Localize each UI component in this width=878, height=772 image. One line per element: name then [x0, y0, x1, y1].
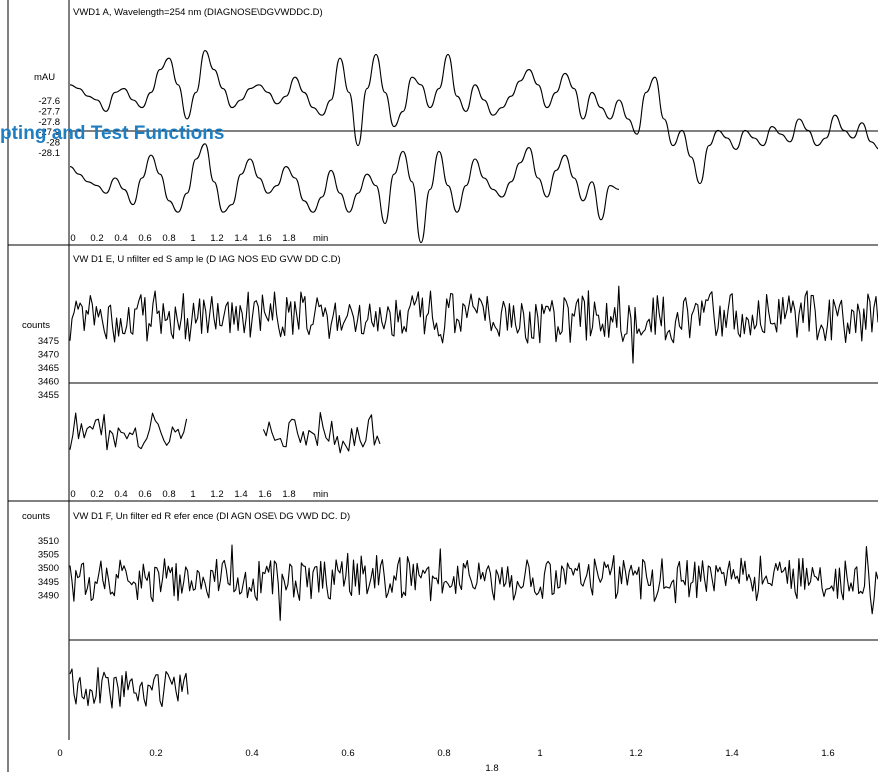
- panel3-xtick-8: 1.6: [821, 748, 834, 759]
- panel2-xtick-8: 1.6: [258, 489, 271, 500]
- panel3-xtick-6: 1.2: [629, 748, 642, 759]
- panel1-xtick-4: 0.8: [162, 233, 175, 244]
- panel1-xtick-8: 1.6: [258, 233, 271, 244]
- panel2-ytick-1: 3470: [38, 350, 59, 361]
- panel3-ytick-0: 3510: [38, 536, 59, 547]
- panel1-xtick-2: 0.4: [114, 233, 127, 244]
- panel1-title: VWD1 A, Wavelength=254 nm (DIAGNOSE\DGVW…: [73, 7, 323, 18]
- panel1-xlabel: min: [313, 233, 328, 244]
- panel2-xtick-5: 1: [190, 489, 195, 500]
- panel3-ytick-1: 3505: [38, 550, 59, 561]
- panel1-xtick-labels: 0 0.2 0.4 0.6 0.8 1 1.2 1.4 1.6 1.8: [70, 233, 295, 244]
- panel2-ytick-4: 3455: [38, 390, 59, 401]
- panel2-xtick-1: 0.2: [90, 489, 103, 500]
- panel3-ytick-labels: 3510 3505 3500 3495 3490: [38, 536, 59, 601]
- panel2-xtick-6: 1.2: [210, 489, 223, 500]
- panel3-xtick-5: 1: [537, 748, 542, 759]
- panel3-ytick-2: 3500: [38, 563, 59, 574]
- section-heading: pting and Test Functions: [0, 123, 224, 144]
- panel3-title: VW D1 F, Un filter ed R efer ence (DI AG…: [73, 511, 350, 522]
- panel3-xtick-labels: 0 0.2 0.4 0.6 0.8 1 1.2 1.4 1.6: [57, 748, 834, 759]
- panel1-ytick-1: -27.7: [38, 106, 60, 117]
- panel1-ytick-2: -27.8: [38, 117, 60, 128]
- panel1-xtick-6: 1.2: [210, 233, 223, 244]
- panel2-ytick-3: 3460: [38, 377, 59, 388]
- panel3-ylabel: counts: [22, 511, 50, 522]
- panel2-ytick-2: 3465: [38, 363, 59, 374]
- panel2-title: VW D1 E, U nfilter ed S amp le (D IAG NO…: [73, 254, 341, 265]
- panel3-xtick-3: 0.6: [341, 748, 354, 759]
- panel3-trace-upper: [69, 544, 878, 621]
- panel1-ytick-4: -28: [46, 138, 60, 149]
- panel3-ytick-4: 3490: [38, 590, 59, 601]
- panel1-xtick-0: 0: [70, 233, 75, 244]
- panel1-xtick-5: 1: [190, 233, 195, 244]
- panel1-xtick-7: 1.4: [234, 233, 247, 244]
- panel3-xtick-4: 0.8: [437, 748, 450, 759]
- panel1-trace-upper: [69, 50, 878, 185]
- panel2-xtick-labels: 0 0.2 0.4 0.6 0.8 1 1.2 1.4 1.6 1.8: [70, 489, 295, 500]
- panel1-trace-lower: [69, 143, 620, 244]
- panel1-ytick-3: -27.9: [38, 127, 60, 138]
- panel3-xtick-7: 1.4: [725, 748, 738, 759]
- panel2-trace-upper: [69, 285, 878, 364]
- panel2-xtick-7: 1.4: [234, 489, 247, 500]
- panel3-xtick-0: 0: [57, 748, 62, 759]
- panel3-extra-tick: 1.8: [485, 763, 498, 772]
- panel3-xtick-1: 0.2: [149, 748, 162, 759]
- panel1-ytick-labels: -27.6-27.7-27.8-27.9-28-28.1: [38, 96, 60, 159]
- panel3-trace-lower: [69, 667, 189, 709]
- panel2-xtick-0: 0: [70, 489, 75, 500]
- panel1-xtick-1: 0.2: [90, 233, 103, 244]
- panel2-xlabel: min: [313, 489, 328, 500]
- panel3-ytick-3: 3495: [38, 577, 59, 588]
- panel2-ytick-0: 3475: [38, 336, 59, 347]
- panel2-ylabel: counts: [22, 320, 50, 331]
- panel2-trace-lower: [69, 412, 381, 454]
- panel1-ylabel: mAU: [34, 72, 55, 83]
- panel1-ytick-0: -27.6: [38, 96, 60, 107]
- panel3-xtick-2: 0.4: [245, 748, 258, 759]
- panel2-xtick-4: 0.8: [162, 489, 175, 500]
- panel2-xtick-3: 0.6: [138, 489, 151, 500]
- panel2-xtick-9: 1.8: [282, 489, 295, 500]
- panel2-xtick-2: 0.4: [114, 489, 127, 500]
- panel2-ytick-labels: 3475 3470 3465 3460 3455: [38, 336, 59, 401]
- panel1-xtick-3: 0.6: [138, 233, 151, 244]
- panel1-xtick-9: 1.8: [282, 233, 295, 244]
- panel1-ytick-5: -28.1: [38, 148, 60, 159]
